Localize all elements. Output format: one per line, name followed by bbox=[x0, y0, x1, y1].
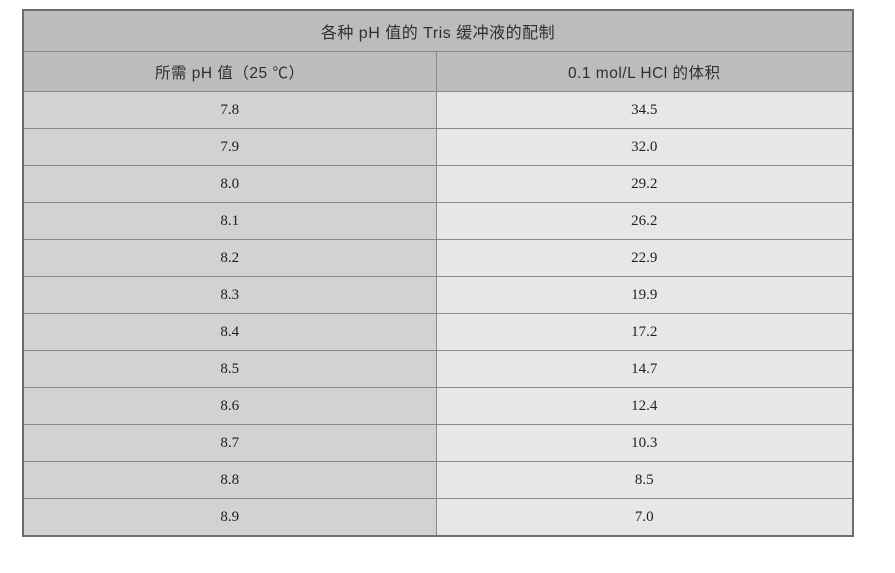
ph-value-cell: 8.2 bbox=[22, 239, 437, 277]
hcl-volume-cell: 10.3 bbox=[435, 424, 854, 462]
ph-value-cell: 8.3 bbox=[22, 276, 437, 314]
table-row: 8.7 10.3 bbox=[22, 424, 854, 462]
hcl-volume-cell: 17.2 bbox=[435, 313, 854, 351]
column-header-ph: 所需 pH 值（25 ℃） bbox=[22, 51, 437, 92]
ph-value-cell: 8.9 bbox=[22, 498, 437, 537]
hcl-volume-cell: 26.2 bbox=[435, 202, 854, 240]
table-title: 各种 pH 值的 Tris 缓冲液的配制 bbox=[22, 9, 854, 52]
ph-value-cell: 8.5 bbox=[22, 350, 437, 388]
table-row: 7.8 34.5 bbox=[22, 91, 854, 129]
table-header-row: 所需 pH 值（25 ℃） 0.1 mol/L HCl 的体积 bbox=[22, 51, 854, 92]
tris-buffer-table: 各种 pH 值的 Tris 缓冲液的配制 所需 pH 值（25 ℃） 0.1 m… bbox=[22, 9, 854, 537]
hcl-volume-cell: 22.9 bbox=[435, 239, 854, 277]
ph-value-cell: 8.6 bbox=[22, 387, 437, 425]
hcl-volume-cell: 12.4 bbox=[435, 387, 854, 425]
table-row: 7.9 32.0 bbox=[22, 128, 854, 166]
table-row: 8.1 26.2 bbox=[22, 202, 854, 240]
hcl-volume-cell: 19.9 bbox=[435, 276, 854, 314]
table-row: 8.8 8.5 bbox=[22, 461, 854, 499]
hcl-volume-cell: 29.2 bbox=[435, 165, 854, 203]
hcl-volume-cell: 32.0 bbox=[435, 128, 854, 166]
table-row: 8.6 12.4 bbox=[22, 387, 854, 425]
table-row: 8.3 19.9 bbox=[22, 276, 854, 314]
ph-value-cell: 8.0 bbox=[22, 165, 437, 203]
table-row: 8.5 14.7 bbox=[22, 350, 854, 388]
ph-value-cell: 8.7 bbox=[22, 424, 437, 462]
tris-buffer-table-container: 各种 pH 值的 Tris 缓冲液的配制 所需 pH 值（25 ℃） 0.1 m… bbox=[22, 9, 854, 537]
ph-value-cell: 7.9 bbox=[22, 128, 437, 166]
table-title-row: 各种 pH 值的 Tris 缓冲液的配制 bbox=[22, 9, 854, 52]
table-row: 8.0 29.2 bbox=[22, 165, 854, 203]
table-row: 8.2 22.9 bbox=[22, 239, 854, 277]
table-row: 8.4 17.2 bbox=[22, 313, 854, 351]
ph-value-cell: 8.4 bbox=[22, 313, 437, 351]
hcl-volume-cell: 8.5 bbox=[435, 461, 854, 499]
ph-value-cell: 8.1 bbox=[22, 202, 437, 240]
ph-value-cell: 8.8 bbox=[22, 461, 437, 499]
hcl-volume-cell: 34.5 bbox=[435, 91, 854, 129]
hcl-volume-cell: 7.0 bbox=[435, 498, 854, 537]
column-header-hcl-volume: 0.1 mol/L HCl 的体积 bbox=[435, 51, 854, 92]
ph-value-cell: 7.8 bbox=[22, 91, 437, 129]
table-row: 8.9 7.0 bbox=[22, 498, 854, 537]
hcl-volume-cell: 14.7 bbox=[435, 350, 854, 388]
